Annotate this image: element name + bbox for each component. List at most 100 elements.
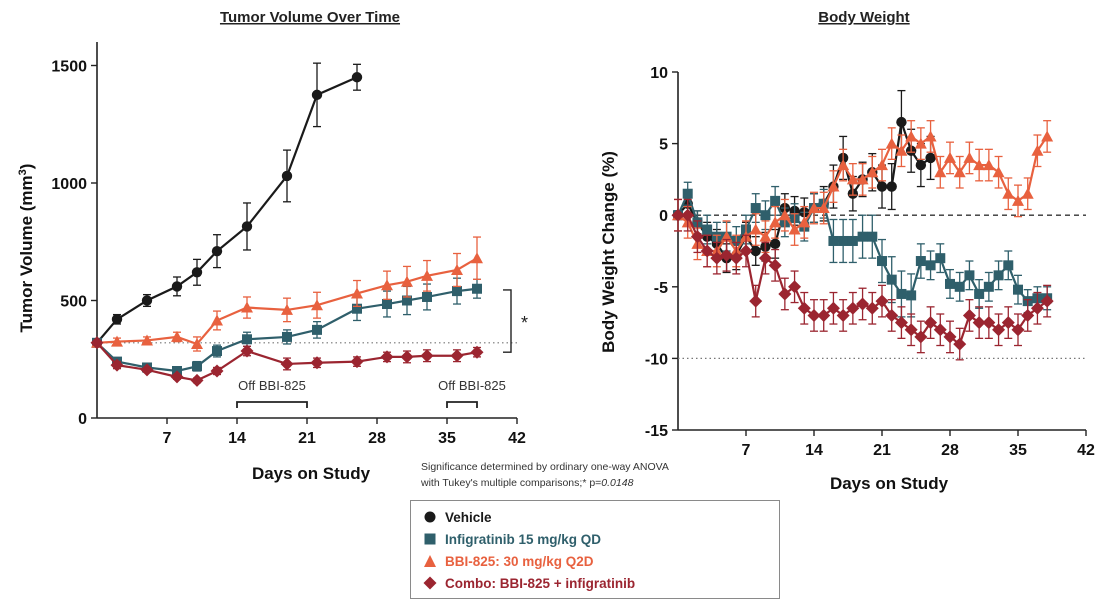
left-chart: 7 14 21 28 35 42 0 500 1000 1500 Off BBI-825 Off BB… xyxy=(51,42,528,447)
left-series-2 xyxy=(91,236,483,352)
right-point xyxy=(750,245,761,257)
right-point xyxy=(846,173,859,185)
right-y-tick-label: 10 xyxy=(650,65,668,82)
left-x-axis-label: Days on Study xyxy=(252,464,371,483)
right-point xyxy=(974,288,985,299)
right-point xyxy=(865,301,879,315)
right-point xyxy=(925,152,936,164)
left-x-tick-label: 42 xyxy=(508,430,526,447)
right-point xyxy=(875,294,889,308)
off-period-label: Off BBI-825 xyxy=(238,378,306,393)
left-point xyxy=(382,299,392,310)
right-y-tick-label: -15 xyxy=(645,423,668,440)
right-point xyxy=(933,323,947,337)
right-point xyxy=(847,235,858,246)
left-point xyxy=(381,279,393,291)
off-period-bracket xyxy=(236,401,308,408)
left-y-axis-label-end: ) xyxy=(17,164,36,170)
left-point xyxy=(281,303,293,315)
right-point xyxy=(1011,323,1025,337)
right-point xyxy=(886,274,897,285)
right-point xyxy=(885,308,899,322)
right-point xyxy=(671,208,685,222)
legend-label-combo: Combo: BBI-825 + infigratinib xyxy=(445,575,636,591)
footnote-line1: Significance determined by ordinary one-… xyxy=(421,461,669,473)
left-point xyxy=(452,286,462,297)
right-point xyxy=(710,251,724,265)
right-point xyxy=(982,316,996,330)
right-point xyxy=(1041,130,1054,142)
right-point xyxy=(973,159,986,171)
right-point xyxy=(962,308,976,322)
right-point xyxy=(817,308,831,322)
right-point xyxy=(983,281,994,292)
right-point xyxy=(856,297,870,311)
right-point xyxy=(914,330,928,344)
right-point xyxy=(896,288,907,299)
left-point xyxy=(141,334,153,346)
left-point xyxy=(212,346,222,357)
right-point xyxy=(769,216,782,228)
legend-label-infigratinib: Infigratinib 15 mg/kg QD xyxy=(445,531,602,547)
left-point xyxy=(420,349,434,363)
left-point xyxy=(141,295,153,306)
left-point xyxy=(242,334,252,345)
right-point xyxy=(867,231,878,242)
left-point xyxy=(351,72,363,83)
left-point xyxy=(282,331,292,342)
right-point xyxy=(808,202,820,214)
left-y-axis-label-sup: 3 xyxy=(17,169,29,175)
left-point xyxy=(170,370,184,384)
left-point xyxy=(311,299,323,311)
right-point xyxy=(924,130,937,142)
right-point xyxy=(729,251,743,265)
off-period-label: Off BBI-825 xyxy=(438,378,506,393)
left-point xyxy=(171,281,183,292)
right-y-tick-label: 5 xyxy=(659,137,668,154)
right-point xyxy=(905,130,918,142)
left-point xyxy=(171,330,183,342)
right-point xyxy=(954,281,965,292)
left-point xyxy=(421,269,433,281)
right-point xyxy=(682,188,693,199)
right-point xyxy=(896,116,907,128)
left-point xyxy=(350,355,364,369)
left-point xyxy=(192,361,202,372)
right-point xyxy=(963,151,976,163)
left-point xyxy=(400,350,414,364)
right-point xyxy=(769,238,781,250)
left-y-tick-label: 1500 xyxy=(51,59,87,76)
right-y-axis-label: Body Weight Change (%) xyxy=(599,151,618,353)
right-point xyxy=(877,256,887,267)
right-point xyxy=(838,235,849,246)
right-point xyxy=(1012,194,1024,206)
right-point xyxy=(876,159,888,171)
right-point xyxy=(700,244,714,258)
left-y-tick-label: 0 xyxy=(78,411,87,428)
right-point xyxy=(972,316,986,330)
left-point xyxy=(191,337,203,349)
left-point xyxy=(281,170,293,182)
right-point xyxy=(1031,144,1044,156)
legend-item-infigratinib: Infigratinib 15 mg/kg QD xyxy=(423,529,601,549)
off-period-bracket xyxy=(446,401,478,408)
right-point xyxy=(778,287,792,301)
significance-star: * xyxy=(521,313,528,333)
right-point xyxy=(760,210,771,221)
right-point xyxy=(828,235,839,246)
left-point xyxy=(312,324,322,335)
right-x-axis-label: Days on Study xyxy=(830,474,949,493)
right-point xyxy=(925,260,936,271)
right-point xyxy=(982,159,995,171)
left-point xyxy=(422,291,432,302)
legend-marker-infigratinib xyxy=(424,533,436,545)
left-point xyxy=(450,349,464,363)
right-point xyxy=(690,230,704,244)
right-x-tick-label: 28 xyxy=(941,442,959,459)
left-point xyxy=(211,245,223,257)
right-y-tick-label: 0 xyxy=(659,208,668,225)
left-point xyxy=(402,295,412,306)
right-point xyxy=(935,253,946,264)
